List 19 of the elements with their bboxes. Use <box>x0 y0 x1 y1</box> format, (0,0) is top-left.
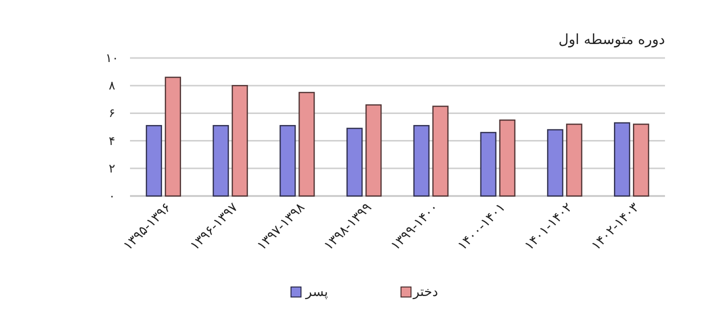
y-tick-label: ۸ <box>108 78 116 93</box>
legend-label: پسر <box>304 285 328 300</box>
x-tick-label: ۱۴۰۱-۱۴۰۲ <box>522 200 576 254</box>
y-tick-label: ۱۰ <box>106 51 118 65</box>
legend-label: دختر <box>412 285 438 300</box>
x-tick-label: ۱۳۹۹-۱۴۰۰ <box>388 200 442 254</box>
x-tick-label: ۱۴۰۰-۱۴۰۱ <box>455 200 509 254</box>
y-tick-label: ۶ <box>108 106 116 120</box>
legend-item: دختر <box>400 285 438 300</box>
x-tick-label: ۱۳۹۶-۱۳۹۷ <box>188 200 242 254</box>
y-tick-label: ۰ <box>108 189 116 203</box>
y-tick-label: ۴ <box>108 134 116 148</box>
legend-item: پسر <box>290 285 328 300</box>
chart-title: دوره متوسطه اول <box>558 32 665 48</box>
x-tick-label: ۱۳۹۸-۱۳۹۹ <box>321 200 375 254</box>
x-tick-label: ۱۴۰۲-۱۴۰۳ <box>588 200 642 254</box>
x-tick-label: ۱۳۹۵-۱۳۹۶ <box>120 200 174 254</box>
y-tick-label: ۲ <box>108 161 116 176</box>
x-tick-label: ۱۳۹۷-۱۳۹۸ <box>254 200 308 254</box>
